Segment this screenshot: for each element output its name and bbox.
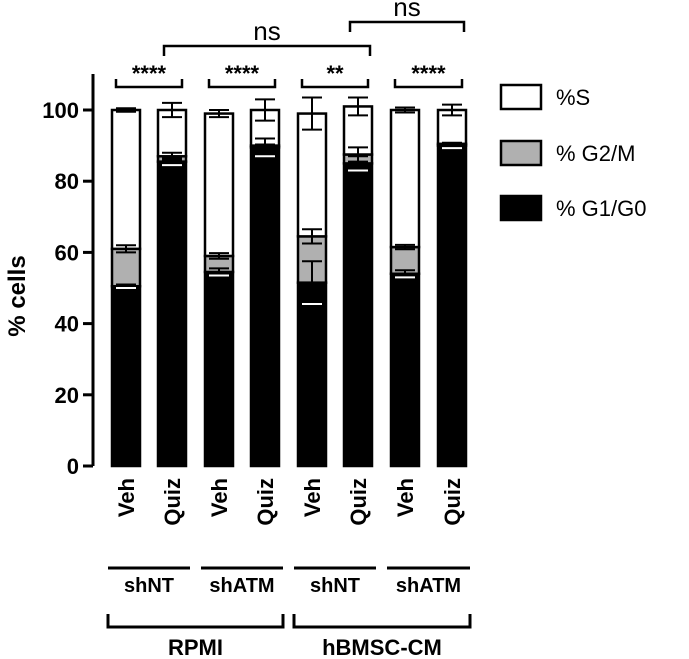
legend-swatch — [499, 83, 543, 111]
x-axis-labels: Veh Quiz Veh Quiz Veh Quiz Veh Quiz shNT shATM shN… — [106, 478, 472, 659]
bar-segment — [296, 112, 328, 238]
significance-label: ** — [326, 61, 344, 86]
bar-segment — [342, 162, 374, 468]
significance-label: **** — [132, 61, 167, 86]
y-axis-label: % cells — [4, 255, 31, 336]
bar-segment — [156, 160, 188, 468]
group-label: shATM — [209, 575, 274, 597]
y-tick-label: 60 — [55, 240, 79, 265]
x-category-label: Veh — [114, 478, 139, 517]
error-bars — [116, 96, 462, 306]
x-category-label: Quiz — [253, 478, 278, 526]
condition-label: hBMSC-CM — [322, 635, 442, 659]
y-tick-label: 80 — [55, 169, 79, 194]
x-category-label: Quiz — [160, 478, 185, 526]
group-label: shATM — [396, 575, 461, 597]
legend: %S % G2/M % G1/G0 — [499, 83, 646, 222]
bar-segment — [110, 108, 142, 251]
legend-label: % G2/M — [556, 141, 635, 166]
bar-segment — [249, 146, 281, 468]
y-tick-label: 0 — [67, 454, 79, 479]
legend-label: % G1/G0 — [556, 196, 646, 221]
comparison-bracket — [348, 20, 466, 32]
bars — [110, 105, 468, 468]
legend-label: %S — [556, 85, 590, 110]
legend-swatch — [499, 194, 543, 222]
bar-segment — [110, 284, 142, 468]
x-category-label: Veh — [207, 478, 232, 517]
condition-bracket — [292, 614, 472, 629]
condition-bracket — [106, 614, 285, 629]
comparison-label: ns — [253, 16, 280, 46]
condition-label: RPMI — [168, 635, 223, 659]
comparison-label: ns — [393, 0, 420, 22]
bar-segment — [389, 272, 421, 468]
significance-label: **** — [411, 61, 446, 86]
legend-swatch — [499, 139, 543, 167]
significance-bracket — [207, 79, 277, 89]
axes: 0 20 40 60 80 100 % cells — [4, 74, 95, 479]
bar-segment — [389, 108, 421, 249]
x-category-label: Quiz — [346, 478, 371, 526]
x-category-label: Veh — [393, 478, 418, 517]
y-tick-label: 40 — [55, 312, 79, 337]
bar-segment — [436, 144, 468, 468]
significance-bracket — [114, 79, 184, 89]
bar-segment — [203, 112, 235, 258]
group-label: shNT — [310, 575, 360, 597]
bar-segment — [110, 247, 142, 288]
group-label: shNT — [124, 575, 174, 597]
significance-bracket — [393, 79, 464, 89]
significance-label: **** — [225, 61, 260, 86]
comparison-bracket — [162, 44, 372, 56]
significance-bracket — [300, 79, 370, 89]
y-tick-label: 100 — [42, 98, 79, 123]
x-category-label: Veh — [300, 478, 325, 517]
bar-segment — [296, 281, 328, 468]
x-category-label: Quiz — [440, 478, 465, 526]
y-tick-label: 20 — [55, 383, 79, 408]
bar-segment — [203, 270, 235, 468]
